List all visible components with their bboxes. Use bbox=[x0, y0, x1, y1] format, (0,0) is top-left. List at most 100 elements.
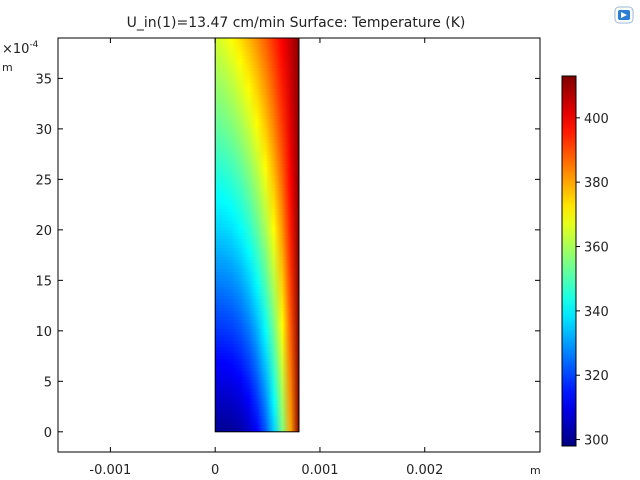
y-tick-label: 20 bbox=[35, 224, 52, 239]
temperature-band bbox=[215, 56, 299, 60]
temperature-band bbox=[215, 245, 299, 249]
temperature-band bbox=[215, 311, 299, 315]
temperature-band bbox=[215, 407, 299, 411]
temperature-band bbox=[215, 278, 299, 282]
temperature-band bbox=[215, 254, 299, 258]
temperature-band bbox=[215, 77, 299, 81]
temperature-band bbox=[215, 128, 299, 132]
temperature-band bbox=[215, 251, 299, 255]
temperature-band bbox=[215, 293, 299, 297]
y-tick-label: 30 bbox=[35, 123, 52, 138]
y-tick-label: 35 bbox=[35, 72, 52, 87]
temperature-band bbox=[215, 125, 299, 129]
temperature-band bbox=[215, 74, 299, 78]
x-tick-label: 0.001 bbox=[301, 463, 338, 478]
temperature-band bbox=[215, 275, 299, 279]
temperature-band bbox=[215, 284, 299, 288]
temperature-band bbox=[215, 317, 299, 321]
temperature-band bbox=[215, 272, 299, 276]
temperature-band bbox=[215, 233, 299, 237]
temperature-band bbox=[215, 332, 299, 336]
temperature-band bbox=[215, 95, 299, 99]
x-axis-ticks: -0.001 0 0.001 0.002 bbox=[89, 38, 443, 478]
x-axis-unit: m bbox=[530, 464, 541, 477]
temperature-band bbox=[215, 152, 299, 156]
temperature-band bbox=[215, 215, 299, 219]
temperature-band bbox=[215, 242, 299, 246]
y-multiplier-exponent: -4 bbox=[29, 40, 38, 50]
temperature-band bbox=[215, 44, 299, 48]
plot-title: U_in(1)=13.47 cm/min Surface: Temperatur… bbox=[127, 15, 466, 31]
temperature-band bbox=[215, 122, 299, 126]
x-tick-label: -0.001 bbox=[89, 463, 131, 478]
temperature-band bbox=[215, 80, 299, 84]
y-multiplier-base: ×10 bbox=[2, 42, 29, 57]
temperature-band bbox=[215, 191, 299, 195]
y-axis-ticks: 0 5 10 15 20 25 30 35 bbox=[35, 72, 540, 441]
temperature-band bbox=[215, 350, 299, 354]
temperature-band bbox=[215, 299, 299, 303]
temperature-band bbox=[215, 224, 299, 228]
temperature-band bbox=[215, 386, 299, 390]
temperature-band bbox=[215, 365, 299, 369]
temperature-band bbox=[215, 413, 299, 417]
temperature-band bbox=[215, 173, 299, 177]
temperature-band bbox=[215, 248, 299, 252]
temperature-band bbox=[215, 341, 299, 345]
temperature-band bbox=[215, 257, 299, 261]
temperature-band bbox=[215, 368, 299, 372]
temperature-band bbox=[215, 137, 299, 141]
temperature-band bbox=[215, 221, 299, 225]
temperature-band bbox=[215, 176, 299, 180]
temperature-domain bbox=[215, 38, 299, 432]
temperature-band bbox=[215, 164, 299, 168]
temperature-band bbox=[215, 419, 299, 423]
temperature-band bbox=[215, 227, 299, 231]
temperature-band bbox=[215, 101, 299, 105]
temperature-band bbox=[215, 428, 299, 432]
temperature-band bbox=[215, 362, 299, 366]
temperature-band bbox=[215, 308, 299, 312]
temperature-band bbox=[215, 398, 299, 402]
temperature-band bbox=[215, 389, 299, 393]
colorbar-tick-label: 360 bbox=[584, 241, 609, 256]
temperature-band bbox=[215, 290, 299, 294]
comsol-logo-icon[interactable] bbox=[614, 6, 634, 24]
temperature-band bbox=[215, 281, 299, 285]
temperature-band bbox=[215, 206, 299, 210]
temperature-band bbox=[215, 134, 299, 138]
colorbar-tick-label: 300 bbox=[584, 434, 609, 449]
temperature-band bbox=[215, 410, 299, 414]
temperature-band bbox=[215, 353, 299, 357]
temperature-band bbox=[215, 383, 299, 387]
temperature-band bbox=[215, 296, 299, 300]
temperature-band bbox=[215, 314, 299, 318]
temperature-band bbox=[215, 320, 299, 324]
temperature-band bbox=[215, 194, 299, 198]
temperature-band bbox=[215, 185, 299, 189]
temperature-band bbox=[215, 119, 299, 123]
temperature-band bbox=[215, 239, 299, 243]
temperature-band bbox=[215, 50, 299, 54]
x-tick-label: 0 bbox=[211, 463, 219, 478]
colorbar-tick-label: 340 bbox=[584, 305, 609, 320]
temperature-band bbox=[215, 287, 299, 291]
temperature-band bbox=[215, 326, 299, 330]
temperature-band bbox=[215, 140, 299, 144]
temperature-band bbox=[215, 41, 299, 45]
temperature-band bbox=[215, 404, 299, 408]
temperature-band bbox=[215, 71, 299, 75]
temperature-band bbox=[215, 86, 299, 90]
temperature-band bbox=[215, 236, 299, 240]
temperature-band bbox=[215, 305, 299, 309]
colorbar-ticks: 300 320 340 360 380 400 bbox=[576, 112, 609, 449]
temperature-band bbox=[215, 107, 299, 111]
temperature-band bbox=[215, 371, 299, 375]
temperature-band bbox=[215, 38, 299, 42]
temperature-band bbox=[215, 230, 299, 234]
temperature-band bbox=[215, 83, 299, 87]
y-tick-label: 15 bbox=[35, 274, 52, 289]
temperature-band bbox=[215, 179, 299, 183]
temperature-band bbox=[215, 335, 299, 339]
temperature-band bbox=[215, 401, 299, 405]
